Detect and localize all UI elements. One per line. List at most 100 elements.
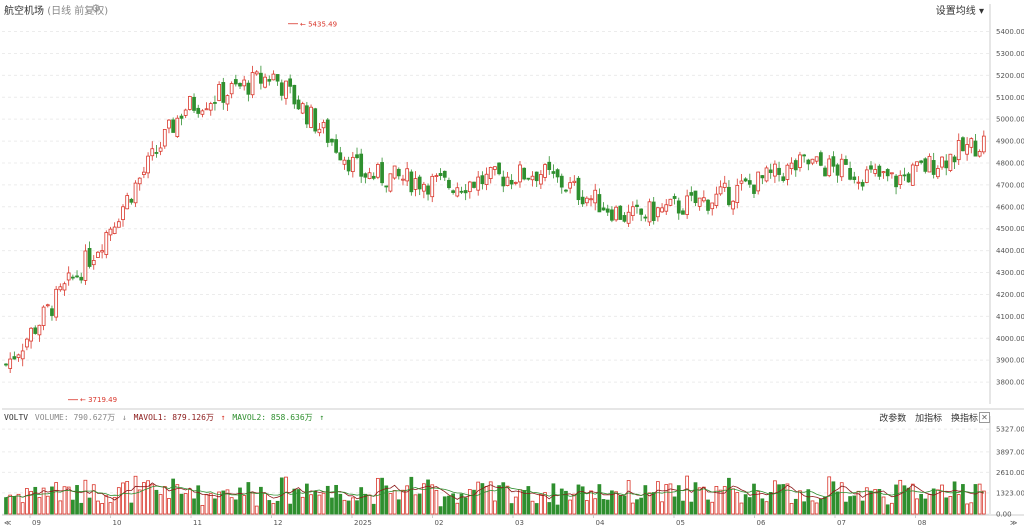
volume-axis: 0.00 1323.00 2610.00 3897.00 5327.00	[996, 426, 1024, 519]
candle-body	[217, 84, 221, 101]
close-icon[interactable]: ✕	[979, 412, 990, 423]
candle-body	[952, 156, 957, 163]
candle-body	[572, 180, 577, 184]
candle-body	[505, 176, 510, 186]
candle-body	[747, 180, 752, 185]
candle-body	[610, 209, 614, 221]
candle-body	[438, 173, 443, 177]
candle-body	[935, 168, 940, 178]
candle-body	[158, 147, 163, 152]
candle-body	[91, 260, 96, 266]
volume-bar	[133, 475, 138, 515]
candle-body	[564, 189, 568, 192]
volume-bar	[104, 495, 109, 515]
y-tick-label: 4900.00	[996, 138, 1024, 146]
price-axis: 3800.00 3900.00 4000.00 4100.00 4200.00 4300.…	[996, 28, 1024, 387]
volume-bar	[409, 476, 414, 515]
volume-bar	[906, 487, 911, 515]
volume-bar	[860, 500, 865, 515]
candle-body	[422, 183, 426, 192]
annotation-label: ← 3719.49	[80, 396, 117, 404]
candle-body	[944, 160, 949, 169]
gear-icon[interactable]: ⚙	[91, 2, 101, 15]
candle-body	[225, 95, 230, 105]
candle-body	[802, 154, 806, 157]
volume-bar	[614, 491, 618, 515]
candle-body	[551, 171, 556, 174]
candle-body	[714, 193, 719, 206]
candle-body	[75, 275, 79, 278]
candle-body	[33, 327, 38, 334]
volume-bar	[484, 485, 489, 515]
volume-bar	[112, 497, 117, 515]
candle-body	[927, 155, 932, 173]
volume-bar	[793, 498, 798, 515]
volume-bar	[25, 488, 29, 515]
candle-body	[179, 115, 184, 119]
candle-body	[104, 232, 109, 255]
candle-body	[810, 158, 815, 164]
candle-body	[681, 210, 685, 215]
volume-bar	[568, 499, 572, 515]
y-tick-label: 4600.00	[996, 203, 1024, 211]
candle-body	[288, 78, 293, 87]
volume-bar	[551, 483, 556, 515]
volume-bar	[664, 484, 669, 515]
candle-body	[902, 174, 907, 177]
candle-body	[931, 160, 936, 175]
volume-bar	[885, 504, 890, 515]
edit-params-button[interactable]: 改参数	[879, 414, 907, 424]
set-ma-button[interactable]: 设置均线 ▾	[936, 2, 984, 17]
candle-body	[877, 165, 882, 177]
candle-body	[175, 117, 180, 137]
candle-body	[522, 167, 527, 180]
candle-body	[183, 109, 188, 116]
volume-bar	[338, 493, 343, 515]
candle-body	[480, 175, 485, 185]
candle-body	[526, 177, 531, 180]
volume-bar	[442, 496, 447, 515]
candle-body	[192, 96, 196, 111]
set-ma-label: 设置均线	[935, 6, 976, 17]
vol-y-tick-label: 2610.00	[996, 469, 1024, 477]
volume-bar	[384, 485, 389, 515]
volume-bar	[898, 479, 903, 515]
volume-bar	[530, 500, 535, 515]
volume-bar	[768, 492, 773, 515]
candle-body	[455, 187, 460, 197]
candle-body	[267, 79, 272, 82]
volume-bar	[509, 503, 514, 515]
candle-body	[940, 156, 944, 168]
candle-body	[701, 197, 706, 202]
mavol2-line	[5, 485, 984, 498]
candle-body	[116, 221, 121, 228]
volume-bar	[229, 497, 234, 515]
volume-bar	[672, 496, 677, 515]
vol-indicator-name: VOLTV	[4, 413, 29, 422]
candles-layer	[4, 65, 986, 374]
volume-bar	[376, 477, 380, 515]
candle-body	[814, 156, 819, 162]
add-indicator-button[interactable]: 加指标	[915, 414, 943, 424]
volume-bar	[451, 493, 455, 515]
candle-body	[885, 169, 890, 177]
candle-body	[284, 80, 288, 99]
volume-bar	[894, 484, 898, 515]
candle-body	[367, 172, 372, 179]
volume-bar	[263, 492, 267, 515]
volume-bar	[668, 483, 673, 515]
switch-indicator-button[interactable]: 换指标	[950, 414, 978, 424]
volume-bar	[635, 499, 639, 515]
candle-body	[417, 176, 422, 190]
volume-bar	[747, 497, 752, 515]
candle-body	[334, 139, 338, 153]
chevron-down-icon: ▾	[978, 6, 984, 17]
volume-bar	[275, 500, 280, 515]
volume-bar	[37, 497, 42, 515]
candle-body	[396, 168, 401, 177]
volume-bar	[727, 477, 731, 515]
volume-bar	[572, 493, 577, 515]
volume-bar	[589, 490, 593, 515]
vol-y-tick-label: 3897.00	[996, 448, 1024, 456]
